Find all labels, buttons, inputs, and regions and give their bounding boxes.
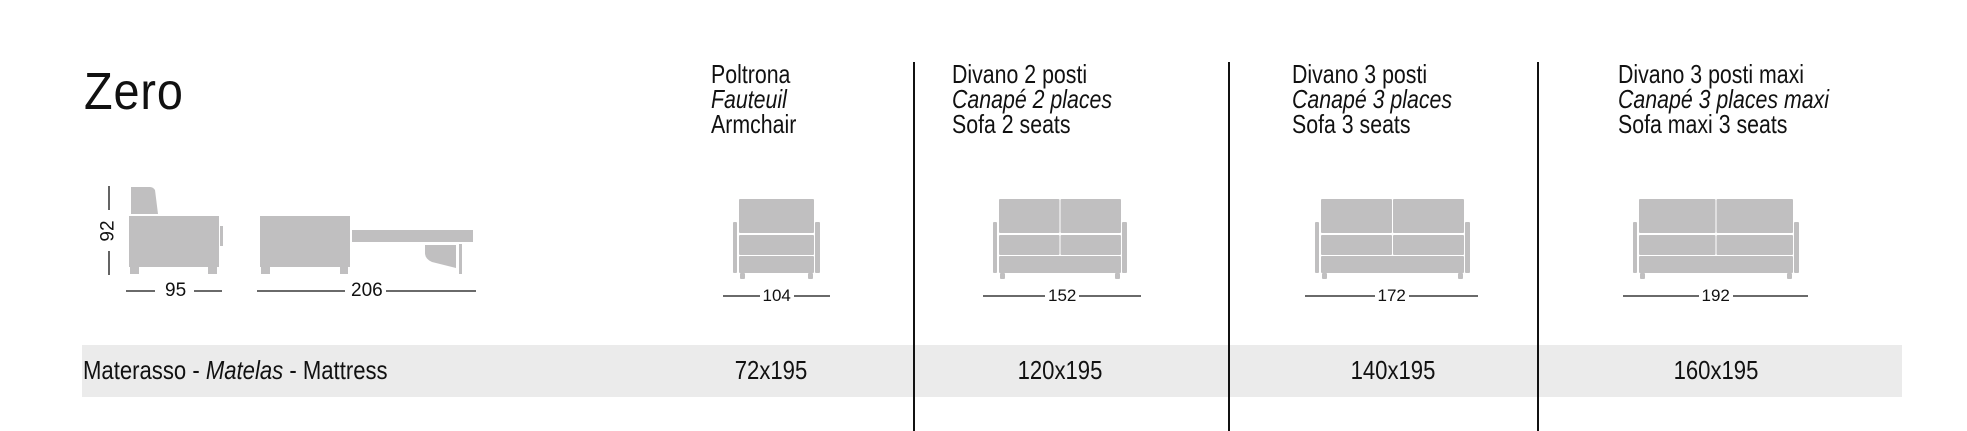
mattress-size-sofa-maxi: 160x195: [1673, 355, 1759, 385]
seat-cushion: [1060, 235, 1121, 255]
width-dimension: 172: [1374, 286, 1409, 306]
column-divider: [1537, 62, 1539, 431]
back-cushion: [999, 199, 1060, 233]
seat-cushion: [1393, 235, 1464, 255]
label-italian: Divano 3 posti maxi: [1618, 59, 1805, 89]
column-header-armchair: Poltrona Fauteuil Armchair: [711, 59, 797, 139]
mattress-size-sofa-3: 140x195: [1350, 355, 1436, 385]
seat-cushion: [1321, 235, 1392, 255]
leg: [1115, 273, 1120, 279]
leg: [1458, 273, 1463, 279]
mattress-row-label: Materasso - Matelas - Mattress: [83, 355, 388, 385]
label-italian: Divano 3 posti: [1292, 59, 1428, 89]
depth-dimension: 95: [162, 280, 190, 302]
leg: [1322, 273, 1327, 279]
back-cushion: [739, 199, 814, 233]
armrest-right: [1465, 222, 1470, 273]
armchair-side-body: [129, 216, 219, 267]
armrest-left: [993, 222, 997, 273]
base: [1639, 256, 1793, 273]
mattress-size-armchair: 72x195: [734, 355, 808, 385]
column-header-sofa-maxi: Divano 3 posti maxi Canapé 3 places maxi…: [1618, 59, 1829, 139]
label-english: Sofa maxi 3 seats: [1618, 109, 1788, 139]
column-header-sofa-3: Divano 3 posti Canapé 3 places Sofa 3 se…: [1292, 59, 1453, 139]
mattress-size-sofa-2: 120x195: [1017, 355, 1103, 385]
seat-cushion: [1716, 235, 1793, 255]
armrest-right: [1794, 222, 1799, 273]
mattress-row-background: [82, 345, 1902, 397]
seat-cushion: [1639, 235, 1716, 255]
bed-closed-body: [260, 216, 350, 267]
label-italian: Poltrona: [711, 59, 791, 89]
label-french: Canapé 3 places maxi: [1618, 84, 1829, 114]
back-cushion: [1393, 199, 1464, 233]
armrest-right: [1122, 222, 1127, 273]
base: [999, 256, 1121, 273]
back-cushion: [1639, 199, 1716, 233]
column-header-sofa-2: Divano 2 posti Canapé 2 places Sofa 2 se…: [952, 59, 1113, 139]
bed-extension: [352, 230, 473, 242]
back-cushion: [1716, 199, 1793, 233]
label-english: Sofa 3 seats: [1292, 109, 1411, 139]
open-length-dimension: 206: [348, 280, 386, 302]
product-title: Zero: [84, 63, 184, 121]
label-english: Armchair: [711, 109, 797, 139]
label-italian: Divano 2 posti: [952, 59, 1088, 89]
armrest-left: [733, 222, 737, 273]
armrest-left: [1315, 222, 1319, 273]
side-view-diagram: [108, 186, 476, 292]
leg: [1640, 273, 1645, 279]
back-cushion: [1321, 199, 1392, 233]
width-dimension: 104: [759, 286, 794, 306]
label-french: Fauteuil: [711, 84, 787, 114]
label-french: Canapé 3 places: [1292, 84, 1453, 114]
leg: [740, 273, 745, 279]
column-divider: [913, 62, 915, 431]
column-divider: [1228, 62, 1230, 431]
seat-cushion: [999, 235, 1060, 255]
label-english: Sofa 2 seats: [952, 109, 1071, 139]
base: [739, 256, 814, 273]
width-dimension: 152: [1045, 286, 1080, 306]
armrest-left: [1633, 222, 1637, 273]
width-dimension: 192: [1698, 286, 1733, 306]
armrest-right: [815, 222, 820, 273]
base: [1321, 256, 1464, 273]
leg: [1787, 273, 1792, 279]
leg: [808, 273, 813, 279]
backrest-side: [131, 187, 158, 214]
seat-cushion: [739, 235, 814, 255]
label-french: Canapé 2 places: [952, 84, 1113, 114]
leg: [1000, 273, 1005, 279]
back-cushion: [1060, 199, 1121, 233]
